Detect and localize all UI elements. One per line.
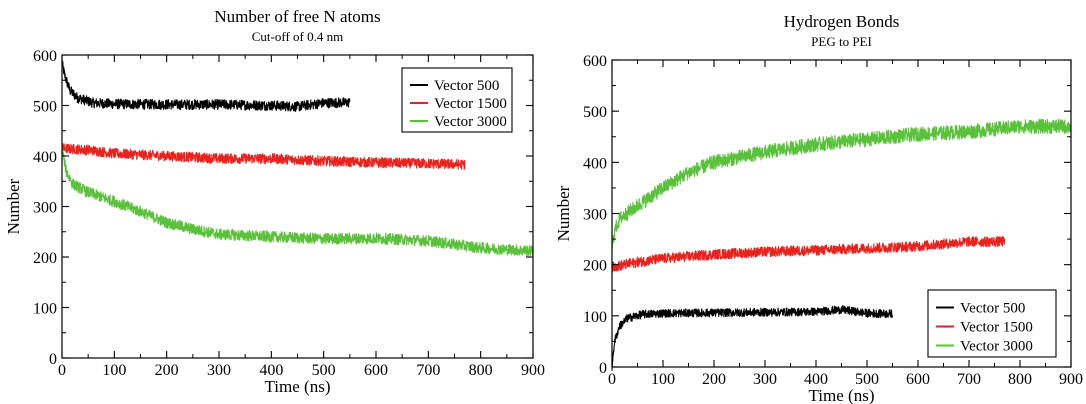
legend: Vector 500 Vector 1500 Vector 3000 — [401, 67, 513, 133]
x-tick-label: 500 — [312, 362, 336, 379]
series-line-vector-1500 — [611, 236, 1006, 273]
y-axis-label: Number — [4, 178, 23, 234]
y-tick-label: 300 — [583, 207, 607, 224]
chart-subtitle: Cut-off of 0.4 nm — [252, 29, 343, 44]
x-tick-label: 0 — [58, 362, 66, 379]
chart-2: Hydrogen Bonds PEG to PEI 0 100 200 300 400 500… — [554, 12, 1083, 404]
x-tick-label: 800 — [1008, 371, 1032, 388]
series-line-vector-1500 — [61, 143, 466, 170]
x-tick-label: 100 — [651, 371, 675, 388]
x-axis-label: Time (ns) — [265, 377, 331, 396]
x-tick-label: 900 — [521, 362, 545, 379]
x-tick-label: 100 — [102, 362, 126, 379]
x-tick-label: 500 — [855, 371, 879, 388]
x-tick-label: 600 — [906, 371, 930, 388]
x-tick-label: 0 — [608, 371, 616, 388]
x-tick-label: 600 — [364, 362, 388, 379]
y-tick-label: 100 — [583, 309, 607, 326]
legend-entry: Vector 1500 — [434, 96, 507, 112]
y-tick-label: 400 — [583, 155, 607, 172]
legend-entry: Vector 1500 — [960, 320, 1033, 336]
series-line-vector-3000 — [61, 147, 534, 257]
chart-subtitle: PEG to PEI — [811, 34, 872, 49]
x-tick-label: 800 — [469, 362, 493, 379]
legend: Vector 500 Vector 1500 Vector 3000 — [927, 289, 1057, 358]
y-tick-label: 0 — [49, 351, 57, 368]
x-axis-label: Time (ns) — [809, 386, 875, 404]
y-tick-label: 400 — [33, 149, 57, 166]
legend-entry: Vector 3000 — [960, 339, 1033, 355]
x-tick-label: 900 — [1059, 371, 1083, 388]
series-group — [61, 60, 534, 257]
series-line-vector-500 — [61, 60, 351, 112]
y-tick-label: 300 — [33, 200, 57, 217]
y-tick-label: 500 — [583, 104, 607, 121]
x-tick-label: 200 — [155, 362, 179, 379]
legend-entry: Vector 500 — [434, 78, 499, 94]
x-tick-label: 400 — [259, 362, 283, 379]
y-tick-label: 100 — [33, 301, 57, 318]
x-tick-label: 400 — [804, 371, 828, 388]
chart-title: Hydrogen Bonds — [784, 12, 900, 31]
y-tick-label: 200 — [583, 258, 607, 275]
y-tick-label: 200 — [33, 250, 57, 267]
x-tick-label: 300 — [753, 371, 777, 388]
series-group — [611, 118, 1072, 371]
legend-entry: Vector 3000 — [434, 114, 507, 130]
x-tick-label: 200 — [702, 371, 726, 388]
chart-1: Number of free N atoms Cut-off of 0.4 nm 0… — [4, 7, 545, 396]
x-tick-label: 700 — [957, 371, 981, 388]
x-tick-label: 700 — [416, 362, 440, 379]
series-line-vector-500 — [611, 305, 894, 371]
x-tick-label: 300 — [207, 362, 231, 379]
y-tick-label: 0 — [599, 360, 607, 377]
series-line-vector-3000 — [611, 118, 1072, 253]
chart-title: Number of free N atoms — [214, 7, 380, 26]
y-axis-label: Number — [554, 185, 573, 241]
y-tick-label: 600 — [583, 53, 607, 70]
y-tick-label: 500 — [33, 99, 57, 116]
y-tick-label: 600 — [33, 48, 57, 65]
legend-entry: Vector 500 — [960, 301, 1025, 317]
